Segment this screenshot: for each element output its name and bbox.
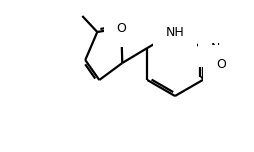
Text: N: N: [211, 41, 220, 55]
Text: O: O: [216, 57, 226, 71]
Text: NH: NH: [166, 26, 184, 38]
Text: O: O: [116, 21, 126, 35]
